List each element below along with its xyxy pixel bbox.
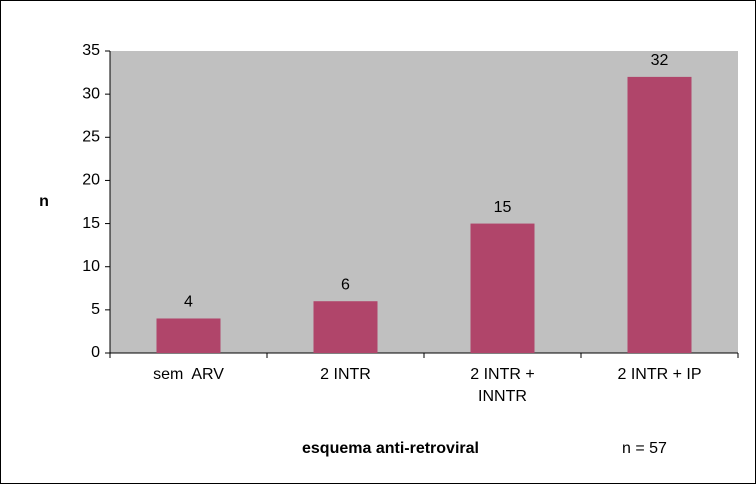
data-label: 32 <box>651 52 669 69</box>
bar <box>313 301 378 353</box>
bar <box>156 318 221 353</box>
x-tick-label: sem ARV <box>153 366 224 383</box>
x-tick-label: 2 INTR + IP <box>617 366 702 383</box>
data-label: 15 <box>494 199 512 216</box>
y-tick-label: 30 <box>82 85 100 102</box>
y-tick-label: 0 <box>91 344 100 361</box>
x-tick-label: 2 INTR <box>320 366 371 383</box>
y-tick-label: 25 <box>82 129 100 146</box>
data-label: 6 <box>341 276 350 293</box>
x-tick-label: 2 INTR + INNTR <box>470 366 535 405</box>
y-tick-label: 20 <box>82 172 100 189</box>
y-tick-label: 35 <box>82 42 100 59</box>
y-tick-label: 15 <box>82 215 100 232</box>
x-axis-label: esquema anti-retroviral <box>302 440 479 457</box>
data-label: 4 <box>184 294 193 311</box>
y-tick-label: 5 <box>91 301 100 318</box>
bar <box>470 223 535 353</box>
y-tick-label: 10 <box>82 258 100 275</box>
y-axis-label: n <box>39 193 49 210</box>
bar <box>627 76 692 353</box>
annotation: n = 57 <box>622 440 667 457</box>
